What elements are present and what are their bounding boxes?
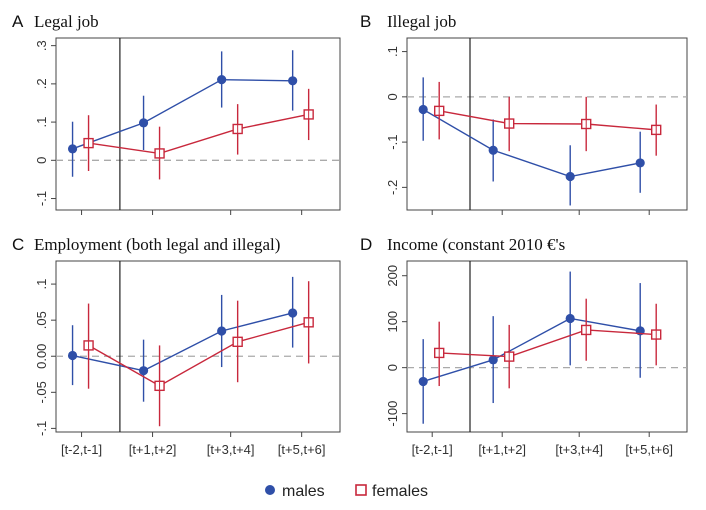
x-tick-label: [t+3,t+4] [555,442,603,457]
panel-c-letter: C [12,235,24,254]
panel-a-letter: A [12,12,24,31]
x-tick-label: [t+3,t+4] [207,442,255,457]
males-point [138,366,149,376]
females-line [439,329,657,358]
panel-c-plot: -.1 -.05 0.00 .05 .1 [t-2,t-1] [t+1,t+2] [t+3,t… [34,260,341,457]
panel-a: A Legal job -.1 0 .1 .2 .3 [12,12,341,215]
legend-females-marker [355,484,367,496]
y-tick-label: 100 [385,311,400,333]
legend-females-label: females [372,483,428,500]
legend: males females [265,483,428,500]
males-point [217,75,227,85]
y-tick-label: 0 [385,364,400,371]
x-tick-label: [t-2,t-1] [61,442,102,457]
plot-frame [55,260,341,433]
plot-frame [55,37,341,211]
x-tick-label: [t-2,t-1] [412,442,453,457]
y-tick-label: -.1 [385,135,400,150]
males-point [418,104,428,115]
y-tick-label: 0 [385,93,400,100]
y-tick-label: -.05 [34,381,49,403]
y-tick-label: .1 [385,46,400,57]
males-point [418,376,428,387]
males-point [67,144,78,154]
males-line [422,317,641,383]
panel-a-plot: -.1 0 .1 .2 .3 [34,37,341,215]
plot-frame [406,37,688,211]
plot-frame [406,260,688,433]
panel-b-plot: -.2 -.1 0 .1 [385,37,688,215]
males-point [488,145,498,155]
females-line [88,321,309,387]
males-point [288,76,298,86]
x-tick-label: [t+5,t+6] [278,442,326,457]
males-point [635,158,645,168]
males-line [422,108,641,178]
x-tick-label: [t+5,t+6] [625,442,673,457]
legend-males-marker [265,485,275,495]
panel-b: B Illegal job -.2 -.1 0 .1 [360,12,688,215]
y-tick-label: 0.00 [34,344,49,369]
panel-d-letter: D [360,235,372,254]
y-tick-label: 200 [385,265,400,287]
y-tick-label: .2 [34,78,49,89]
panel-d-title: Income (constant 2010 €'s [387,235,565,254]
males-point [217,326,227,336]
x-tick-label: [t+1,t+2] [129,442,177,457]
males-point [288,308,298,318]
legend-males-label: males [282,483,325,500]
panel-c-title: Employment (both legal and illegal) [34,235,280,254]
males-point [565,171,575,182]
x-tick-label: [t+1,t+2] [478,442,526,457]
panel-b-letter: B [360,12,371,31]
panel-d: D Income (constant 2010 €'s -100 0 100 200 [… [360,235,688,457]
y-tick-label: 0 [34,157,49,164]
y-tick-label: -100 [385,401,400,427]
panel-c: C Employment (both legal and illegal) -.… [12,235,341,457]
males-point [565,313,575,324]
y-tick-label: .1 [34,117,49,128]
y-tick-label: .1 [34,279,49,290]
y-tick-label: .05 [34,311,49,329]
females-line [439,110,657,131]
y-tick-label: -.2 [385,180,400,195]
panel-a-title: Legal job [34,12,99,31]
panel-b-title: Illegal job [387,12,456,31]
females-line [88,113,309,155]
males-point [138,118,149,128]
y-tick-label: -.1 [34,191,49,206]
y-tick-label: .3 [34,40,49,51]
males-point [67,350,78,361]
males-line [72,78,293,150]
y-tick-label: -.1 [34,421,49,436]
males-point [488,355,498,365]
males-line [72,312,293,372]
panel-d-plot: -100 0 100 200 [t-2,t-1] [t+1,t+2] [t+3,t+4] [t… [385,260,688,457]
